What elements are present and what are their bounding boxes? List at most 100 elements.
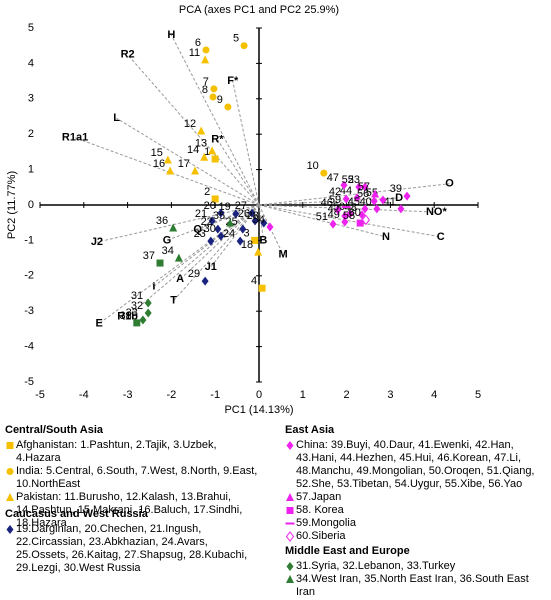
marker bbox=[329, 219, 337, 229]
point-label: 30 bbox=[204, 223, 216, 235]
loading-label: E bbox=[95, 317, 102, 329]
legend-entry: 60.Siberia bbox=[285, 530, 547, 543]
loading-label: A bbox=[176, 273, 184, 285]
marker bbox=[240, 42, 248, 50]
loading-label: NO* bbox=[426, 206, 448, 218]
marker bbox=[169, 223, 178, 232]
point-label: 23 bbox=[194, 228, 206, 240]
marker bbox=[197, 126, 206, 135]
legend-entry: China: 39.Buyi, 40.Daur, 41.Ewenki, 42.H… bbox=[285, 439, 547, 491]
marker bbox=[285, 531, 295, 542]
point-label: 9 bbox=[217, 94, 223, 106]
point-label: 59 bbox=[329, 194, 341, 206]
point-label: 18 bbox=[241, 239, 253, 251]
point-label: 34 bbox=[162, 245, 174, 257]
legend-group: Middle East and Europe 31.Syria, 32.Leban… bbox=[285, 545, 547, 600]
legend-text: India: 5.Central, 6.South, 7.West, 8.Nor… bbox=[16, 465, 258, 490]
y-tick-label: 4 bbox=[28, 57, 34, 69]
marker bbox=[403, 191, 411, 201]
marker bbox=[217, 208, 225, 218]
loading-vector bbox=[258, 183, 450, 206]
legend-group-title: Central/South Asia bbox=[5, 424, 103, 436]
x-tick-label: -3 bbox=[123, 389, 133, 401]
marker bbox=[202, 46, 210, 54]
loading-vector bbox=[216, 139, 260, 206]
legend-entry: India: 5.Central, 6.South, 7.West, 8.Nor… bbox=[5, 465, 260, 491]
marker bbox=[251, 216, 259, 226]
legend-entry: 19.Darginian, 20.Chechen, 21.Ingush, 22.… bbox=[5, 523, 260, 575]
point-label: 36 bbox=[156, 215, 168, 227]
point-label: 47 bbox=[327, 172, 339, 184]
legend-entry: 34.West Iran, 35.North East Iran, 36.Sou… bbox=[285, 573, 547, 599]
point-label: 38 bbox=[120, 310, 132, 322]
point-label: 40 bbox=[360, 196, 372, 208]
point-label: 54 bbox=[253, 214, 265, 226]
marker bbox=[166, 166, 175, 175]
legend-marker bbox=[6, 468, 14, 475]
legend-text: 57.Japan bbox=[296, 491, 342, 503]
legend-marker bbox=[6, 442, 14, 449]
chart: PCA (axes PC1 and PC2 25.9%) PC1 (14.13%… bbox=[6, 4, 481, 416]
marker bbox=[254, 247, 263, 256]
legend-marker bbox=[286, 562, 294, 571]
point-label: 33 bbox=[126, 307, 138, 319]
legend-marker bbox=[286, 493, 294, 501]
point-label: 15 bbox=[151, 147, 163, 159]
loading-label: N bbox=[382, 231, 390, 243]
legend-group-title: Caucasus and West Russia bbox=[5, 508, 148, 520]
marker bbox=[341, 211, 349, 221]
point-label: 3 bbox=[243, 227, 249, 239]
marker bbox=[214, 224, 222, 234]
legend-marker bbox=[6, 525, 14, 534]
marker bbox=[260, 218, 268, 228]
point-label: 57 bbox=[358, 181, 370, 193]
marker bbox=[286, 562, 294, 571]
marker bbox=[208, 146, 217, 155]
marker bbox=[139, 315, 147, 325]
x-tick-label: 5 bbox=[475, 389, 481, 401]
point-label: 14 bbox=[187, 144, 199, 156]
marker bbox=[341, 217, 349, 227]
legend-text: China: 39.Buyi, 40.Daur, 41.Ewenki, 42.H… bbox=[296, 439, 535, 490]
point-label: 12 bbox=[184, 118, 196, 130]
point-label: 6 bbox=[195, 37, 201, 49]
point-label: 13 bbox=[195, 138, 207, 150]
loading-label: R2 bbox=[121, 48, 135, 60]
legend-text: Afghanistan: 1.Pashtun, 2.Tajik, 3.Uzbek… bbox=[16, 439, 217, 464]
marker bbox=[144, 298, 152, 308]
marker bbox=[217, 231, 225, 241]
x-tick-label: -1 bbox=[210, 389, 220, 401]
loading-vector bbox=[258, 204, 387, 238]
loading-vector bbox=[258, 204, 437, 213]
x-tick-label: 3 bbox=[387, 389, 393, 401]
marker bbox=[6, 525, 14, 534]
point-label: 51 bbox=[316, 211, 328, 223]
loading-vector bbox=[127, 54, 260, 206]
legend-group: East Asia China: 39.Buyi, 40.Daur, 41.Ewe… bbox=[285, 424, 547, 543]
marker bbox=[370, 196, 378, 206]
point-label: 41 bbox=[384, 196, 396, 208]
legend-text: Pakistan: 11.Burusho, 12.Kalash, 13.Brah… bbox=[16, 491, 243, 529]
y-tick-label: 5 bbox=[28, 22, 34, 34]
point-label: 1 bbox=[204, 146, 210, 158]
marker bbox=[191, 166, 200, 175]
point-label: 11 bbox=[189, 47, 200, 59]
marker bbox=[371, 189, 380, 198]
loading-vector bbox=[127, 204, 260, 317]
point-label: 53 bbox=[348, 174, 360, 186]
marker bbox=[239, 224, 247, 234]
loading-label: D bbox=[395, 192, 403, 204]
marker bbox=[6, 493, 14, 501]
marker bbox=[341, 206, 351, 209]
point-label: 50 bbox=[333, 201, 345, 213]
point-label: 4 bbox=[251, 275, 257, 287]
loading-label: R1a1 bbox=[62, 132, 88, 144]
x-tick-label: -5 bbox=[35, 389, 45, 401]
legend-text: 59.Mongolia bbox=[296, 517, 356, 529]
chart-title: PCA (axes PC1 and PC2 25.9%) bbox=[179, 4, 339, 16]
legend-entry: 59.Mongolia bbox=[285, 517, 547, 530]
marker bbox=[211, 155, 219, 163]
x-tick-label: 4 bbox=[431, 389, 437, 401]
loading-label: R* bbox=[211, 133, 224, 145]
